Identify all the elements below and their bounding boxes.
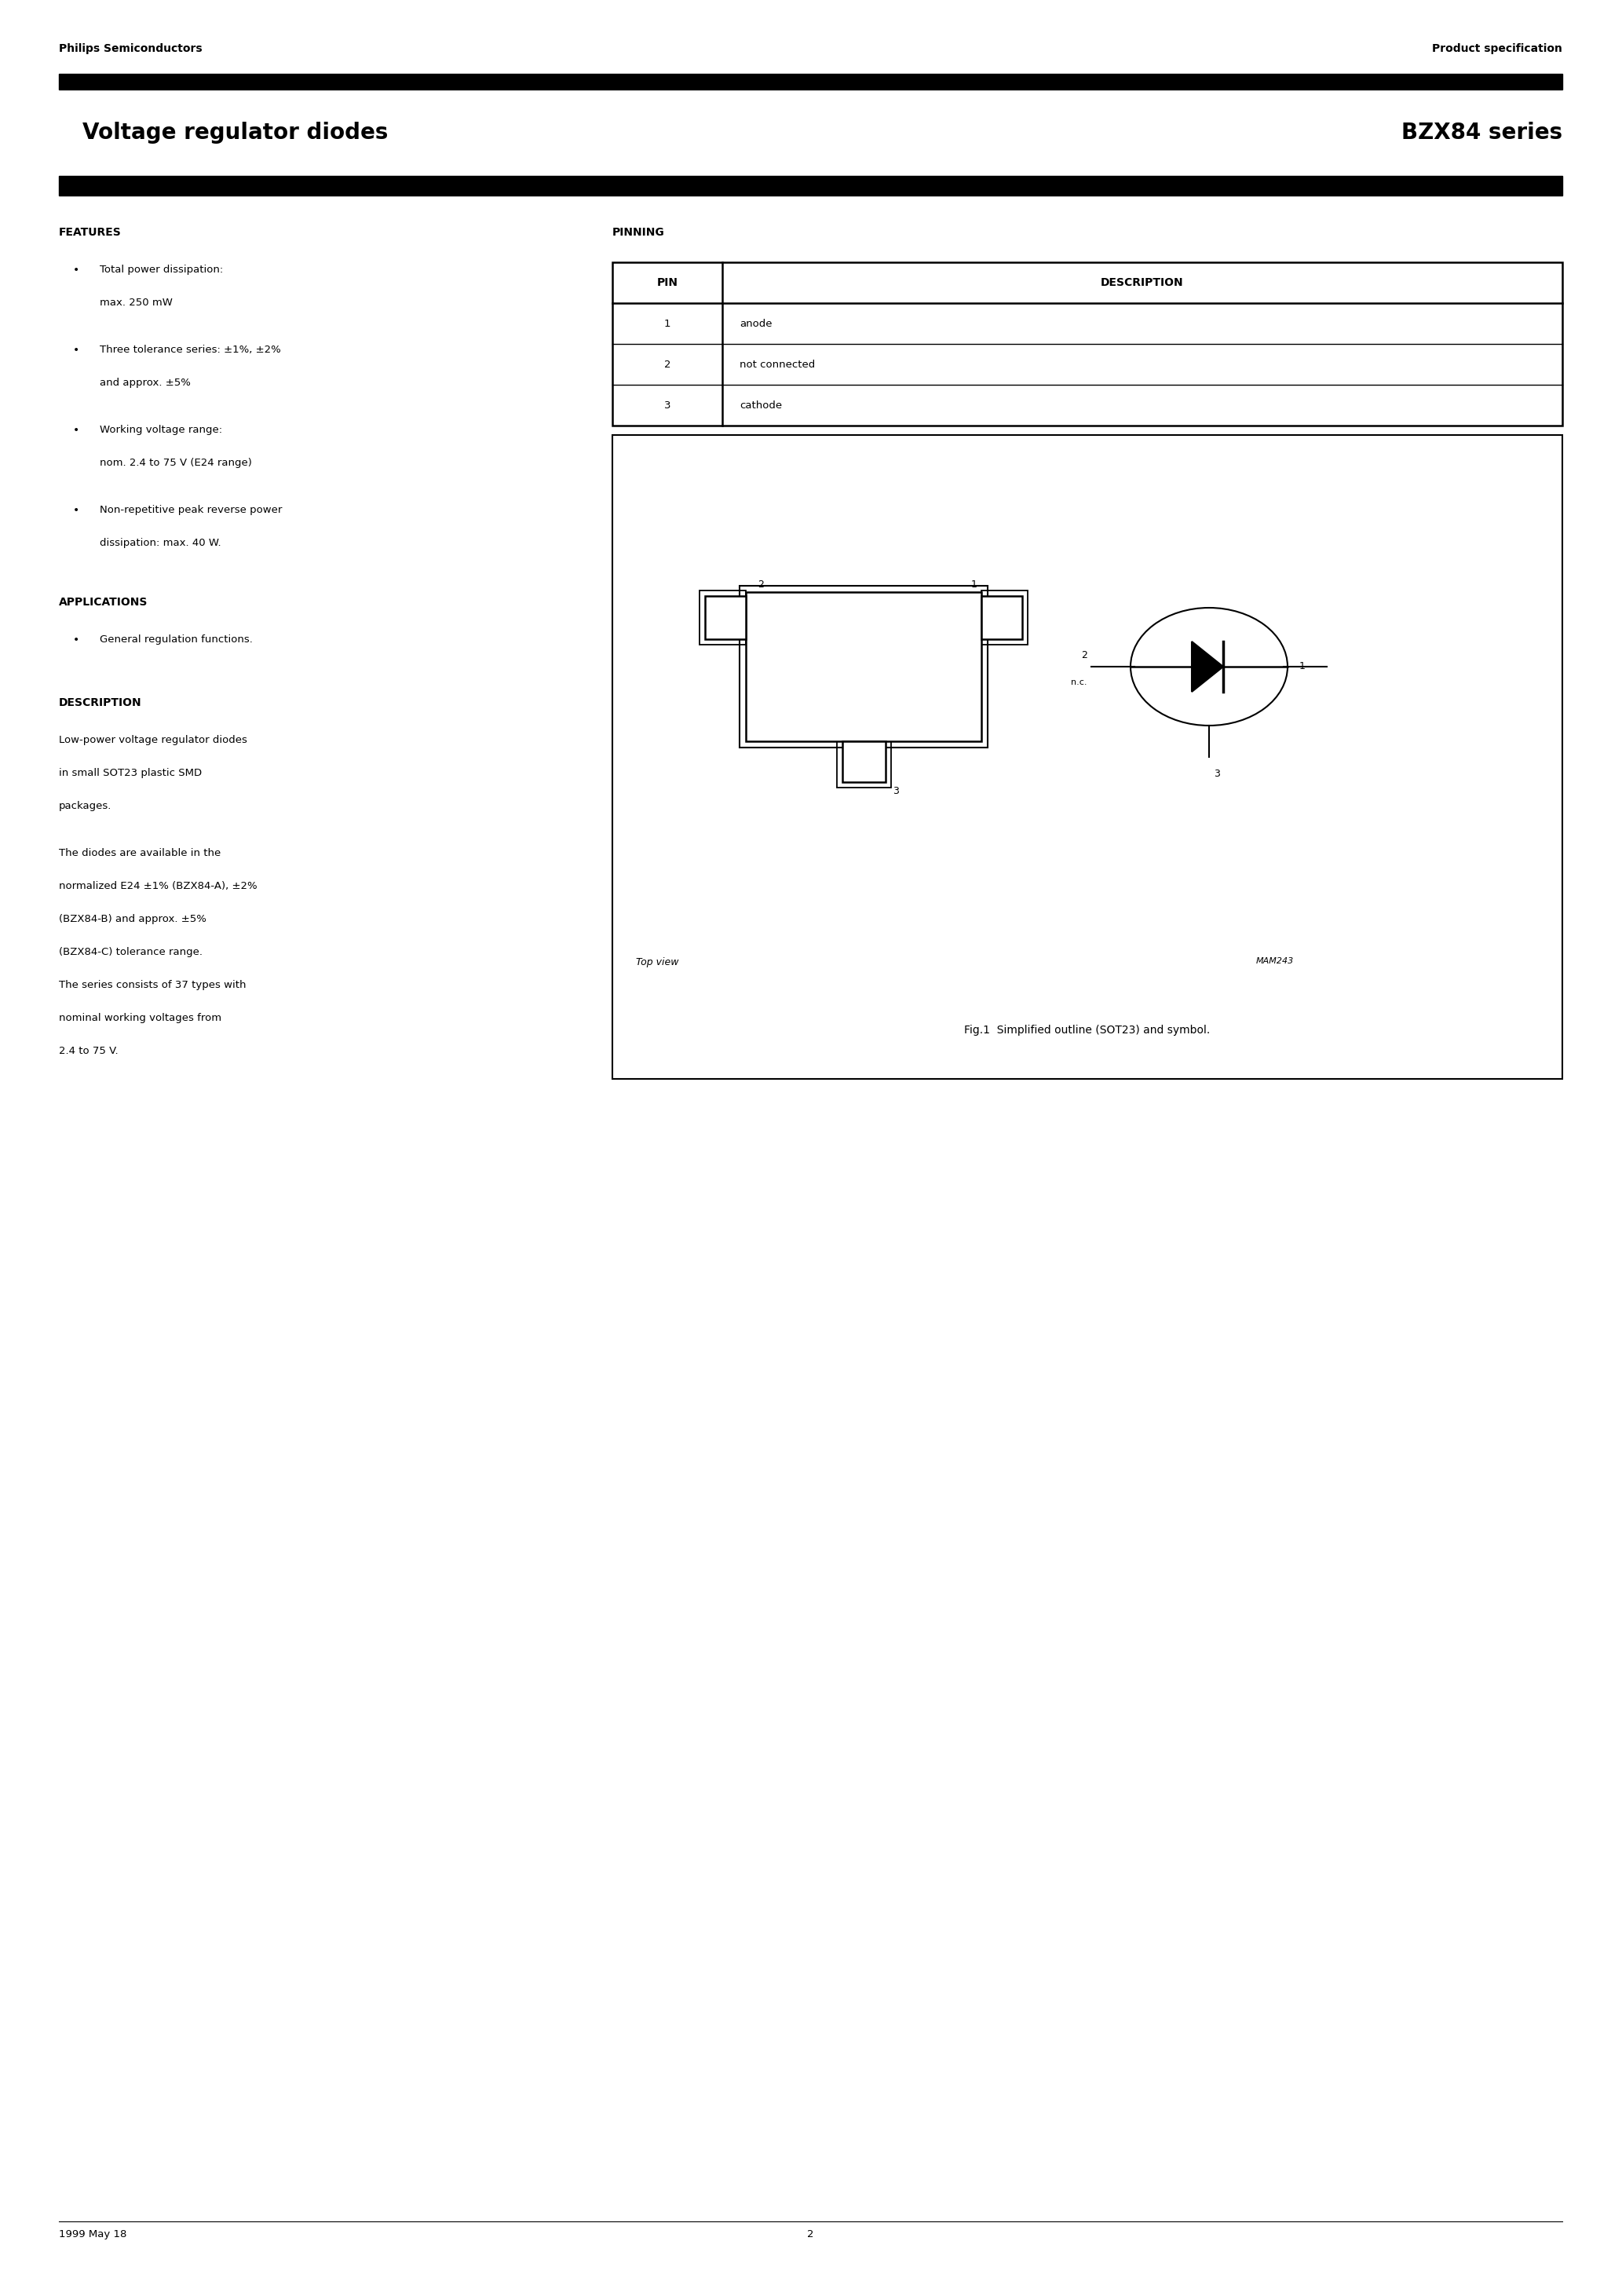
Text: MAM243: MAM243 xyxy=(1255,957,1294,964)
Text: 2: 2 xyxy=(1082,650,1087,659)
Text: •: • xyxy=(73,505,79,517)
Text: Top view: Top view xyxy=(636,957,678,967)
Text: Voltage regulator diodes: Voltage regulator diodes xyxy=(83,122,388,145)
Text: max. 250 mW: max. 250 mW xyxy=(99,298,172,308)
Text: DESCRIPTION: DESCRIPTION xyxy=(58,698,141,707)
Text: 2: 2 xyxy=(757,579,764,590)
Text: dissipation: max. 40 W.: dissipation: max. 40 W. xyxy=(99,537,221,549)
Bar xyxy=(699,590,746,645)
Text: General regulation functions.: General regulation functions. xyxy=(99,634,253,645)
Text: 2.4 to 75 V.: 2.4 to 75 V. xyxy=(58,1047,118,1056)
Text: APPLICATIONS: APPLICATIONS xyxy=(58,597,148,608)
Polygon shape xyxy=(1192,641,1223,691)
Text: nominal working voltages from: nominal working voltages from xyxy=(58,1013,222,1024)
Text: PINNING: PINNING xyxy=(613,227,665,239)
Text: •: • xyxy=(73,344,79,356)
Text: 1: 1 xyxy=(663,319,670,328)
Text: anode: anode xyxy=(740,319,772,328)
Text: Non-repetitive peak reverse power: Non-repetitive peak reverse power xyxy=(99,505,282,514)
Bar xyxy=(746,592,981,742)
Bar xyxy=(842,742,886,783)
Text: normalized E24 ±1% (BZX84-A), ±2%: normalized E24 ±1% (BZX84-A), ±2% xyxy=(58,882,258,891)
Bar xyxy=(981,590,1028,645)
Text: not connected: not connected xyxy=(740,358,816,370)
Text: 2: 2 xyxy=(663,358,670,370)
Text: 3: 3 xyxy=(1213,769,1220,778)
Text: 3: 3 xyxy=(894,785,899,797)
Bar xyxy=(837,742,890,788)
Text: cathode: cathode xyxy=(740,400,782,411)
Text: FEATURES: FEATURES xyxy=(58,227,122,239)
Text: •: • xyxy=(73,634,79,645)
Text: Working voltage range:: Working voltage range: xyxy=(99,425,222,434)
Text: The series consists of 37 types with: The series consists of 37 types with xyxy=(58,980,247,990)
Text: nom. 2.4 to 75 V (E24 range): nom. 2.4 to 75 V (E24 range) xyxy=(99,457,251,468)
Text: packages.: packages. xyxy=(58,801,112,810)
Text: (BZX84-B) and approx. ±5%: (BZX84-B) and approx. ±5% xyxy=(58,914,206,925)
Text: Fig.1  Simplified outline (SOT23) and symbol.: Fig.1 Simplified outline (SOT23) and sym… xyxy=(965,1024,1210,1035)
Text: 1999 May 18: 1999 May 18 xyxy=(58,2229,127,2239)
Text: •: • xyxy=(73,425,79,436)
Bar xyxy=(981,597,1022,638)
Bar xyxy=(706,597,746,638)
Text: and approx. ±5%: and approx. ±5% xyxy=(99,379,191,388)
Text: Low-power voltage regulator diodes: Low-power voltage regulator diodes xyxy=(58,735,247,746)
Text: DESCRIPTION: DESCRIPTION xyxy=(1101,278,1184,289)
Text: PIN: PIN xyxy=(657,278,678,289)
Bar xyxy=(58,177,1562,195)
Text: 2: 2 xyxy=(808,2229,814,2239)
Bar xyxy=(740,585,988,748)
Text: n.c.: n.c. xyxy=(1071,677,1087,687)
Text: 1: 1 xyxy=(1299,661,1306,673)
Bar xyxy=(613,262,1562,425)
Text: Total power dissipation:: Total power dissipation: xyxy=(99,264,224,276)
Text: in small SOT23 plastic SMD: in small SOT23 plastic SMD xyxy=(58,767,201,778)
Text: Philips Semiconductors: Philips Semiconductors xyxy=(58,44,203,55)
Bar xyxy=(613,434,1562,1079)
Text: Three tolerance series: ±1%, ±2%: Three tolerance series: ±1%, ±2% xyxy=(99,344,281,356)
Text: 3: 3 xyxy=(663,400,670,411)
Text: BZX84 series: BZX84 series xyxy=(1401,122,1562,145)
Text: •: • xyxy=(73,264,79,276)
Text: (BZX84-C) tolerance range.: (BZX84-C) tolerance range. xyxy=(58,946,203,957)
Bar xyxy=(58,73,1562,90)
Text: 1: 1 xyxy=(972,579,978,590)
Text: The diodes are available in the: The diodes are available in the xyxy=(58,847,221,859)
Text: Product specification: Product specification xyxy=(1432,44,1562,55)
